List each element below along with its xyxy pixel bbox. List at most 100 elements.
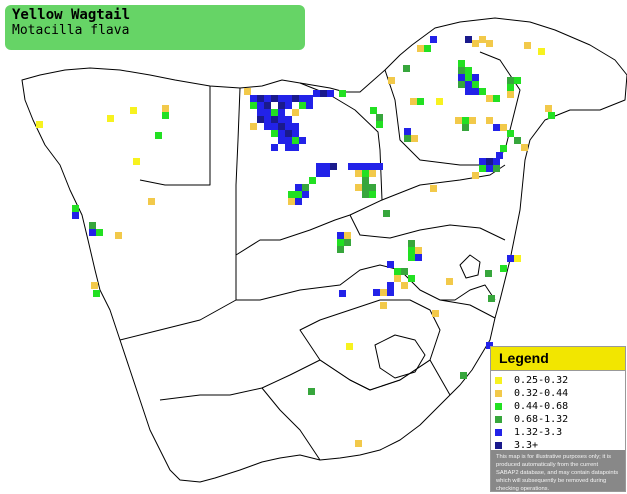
record-square	[316, 170, 323, 177]
record-square	[415, 254, 422, 261]
record-square	[380, 289, 387, 296]
record-square	[107, 115, 114, 122]
record-square	[493, 165, 500, 172]
legend-item: 3.3+	[495, 439, 625, 452]
record-square	[271, 109, 278, 116]
record-square	[472, 88, 479, 95]
record-square	[162, 112, 169, 119]
record-square	[337, 239, 344, 246]
record-square	[465, 81, 472, 88]
legend-items: 0.25-0.32 0.32-0.44 0.44-0.68 0.68-1.32 …	[491, 371, 625, 452]
swaziland-border	[459, 254, 481, 279]
legend-item: 1.32-3.3	[495, 426, 625, 439]
record-square	[288, 198, 295, 205]
western-cape-border	[159, 387, 321, 461]
record-square	[493, 95, 500, 102]
record-square	[299, 137, 306, 144]
record-square	[479, 36, 486, 43]
record-square	[472, 74, 479, 81]
record-square	[292, 144, 299, 151]
record-square	[362, 177, 369, 184]
record-square	[417, 98, 424, 105]
namibia-botswana-border	[139, 86, 211, 186]
species-scientific-name: Motacilla flava	[12, 23, 130, 38]
record-square	[91, 282, 98, 289]
record-square	[362, 184, 369, 191]
record-square	[244, 88, 251, 95]
record-square	[432, 310, 439, 317]
botswana-east-border	[235, 87, 241, 300]
record-square	[488, 295, 495, 302]
record-square	[548, 112, 555, 119]
record-square	[373, 289, 380, 296]
record-square	[469, 117, 476, 124]
record-square	[285, 95, 292, 102]
record-square	[410, 98, 417, 105]
record-square	[257, 116, 264, 123]
record-square	[383, 210, 390, 217]
record-square	[278, 109, 285, 116]
record-square	[401, 282, 408, 289]
record-square	[355, 184, 362, 191]
legend-label: 0.44-0.68	[514, 401, 569, 412]
record-square	[362, 170, 369, 177]
record-square	[130, 107, 137, 114]
record-square	[370, 107, 377, 114]
record-square	[479, 88, 486, 95]
record-square	[299, 95, 306, 102]
record-square	[337, 246, 344, 253]
record-square	[479, 165, 486, 172]
record-square	[493, 158, 500, 165]
record-square	[264, 123, 271, 130]
lesotho-border	[374, 334, 426, 379]
record-square	[133, 158, 140, 165]
record-square	[348, 163, 355, 170]
record-square	[387, 282, 394, 289]
record-square	[299, 102, 306, 109]
record-square	[346, 343, 353, 350]
record-square	[507, 130, 514, 137]
record-square	[496, 152, 503, 159]
record-square	[292, 130, 299, 137]
record-square	[323, 163, 330, 170]
record-square	[538, 48, 545, 55]
eastern-cape-border	[261, 359, 451, 396]
record-square	[380, 302, 387, 309]
record-square	[394, 275, 401, 282]
record-square	[93, 290, 100, 297]
record-square	[362, 191, 369, 198]
legend-item: 0.25-0.32	[495, 374, 625, 387]
record-square	[257, 102, 264, 109]
legend-item: 0.68-1.32	[495, 413, 625, 426]
record-square	[394, 268, 401, 275]
legend-disclaimer: This map is for illustrative purposes on…	[491, 450, 625, 492]
legend-item: 0.32-0.44	[495, 387, 625, 400]
record-square	[455, 117, 462, 124]
record-square	[339, 90, 346, 97]
record-square	[408, 275, 415, 282]
record-square	[545, 105, 552, 112]
record-square	[264, 116, 271, 123]
legend-label: 0.32-0.44	[514, 388, 569, 399]
record-square	[404, 128, 411, 135]
record-square	[285, 102, 292, 109]
legend-swatch	[495, 377, 502, 384]
record-square	[292, 137, 299, 144]
record-square	[285, 137, 292, 144]
record-square	[257, 109, 264, 116]
record-square	[458, 60, 465, 67]
record-square	[278, 130, 285, 137]
legend-swatch	[495, 429, 502, 436]
record-square	[524, 42, 531, 49]
record-square	[430, 185, 437, 192]
species-common-name: Yellow Wagtail	[12, 7, 131, 23]
record-square	[355, 163, 362, 170]
record-square	[472, 81, 479, 88]
record-square	[458, 67, 465, 74]
record-square	[155, 132, 162, 139]
record-square	[408, 240, 415, 247]
record-square	[424, 45, 431, 52]
record-square	[458, 74, 465, 81]
record-square	[115, 232, 122, 239]
